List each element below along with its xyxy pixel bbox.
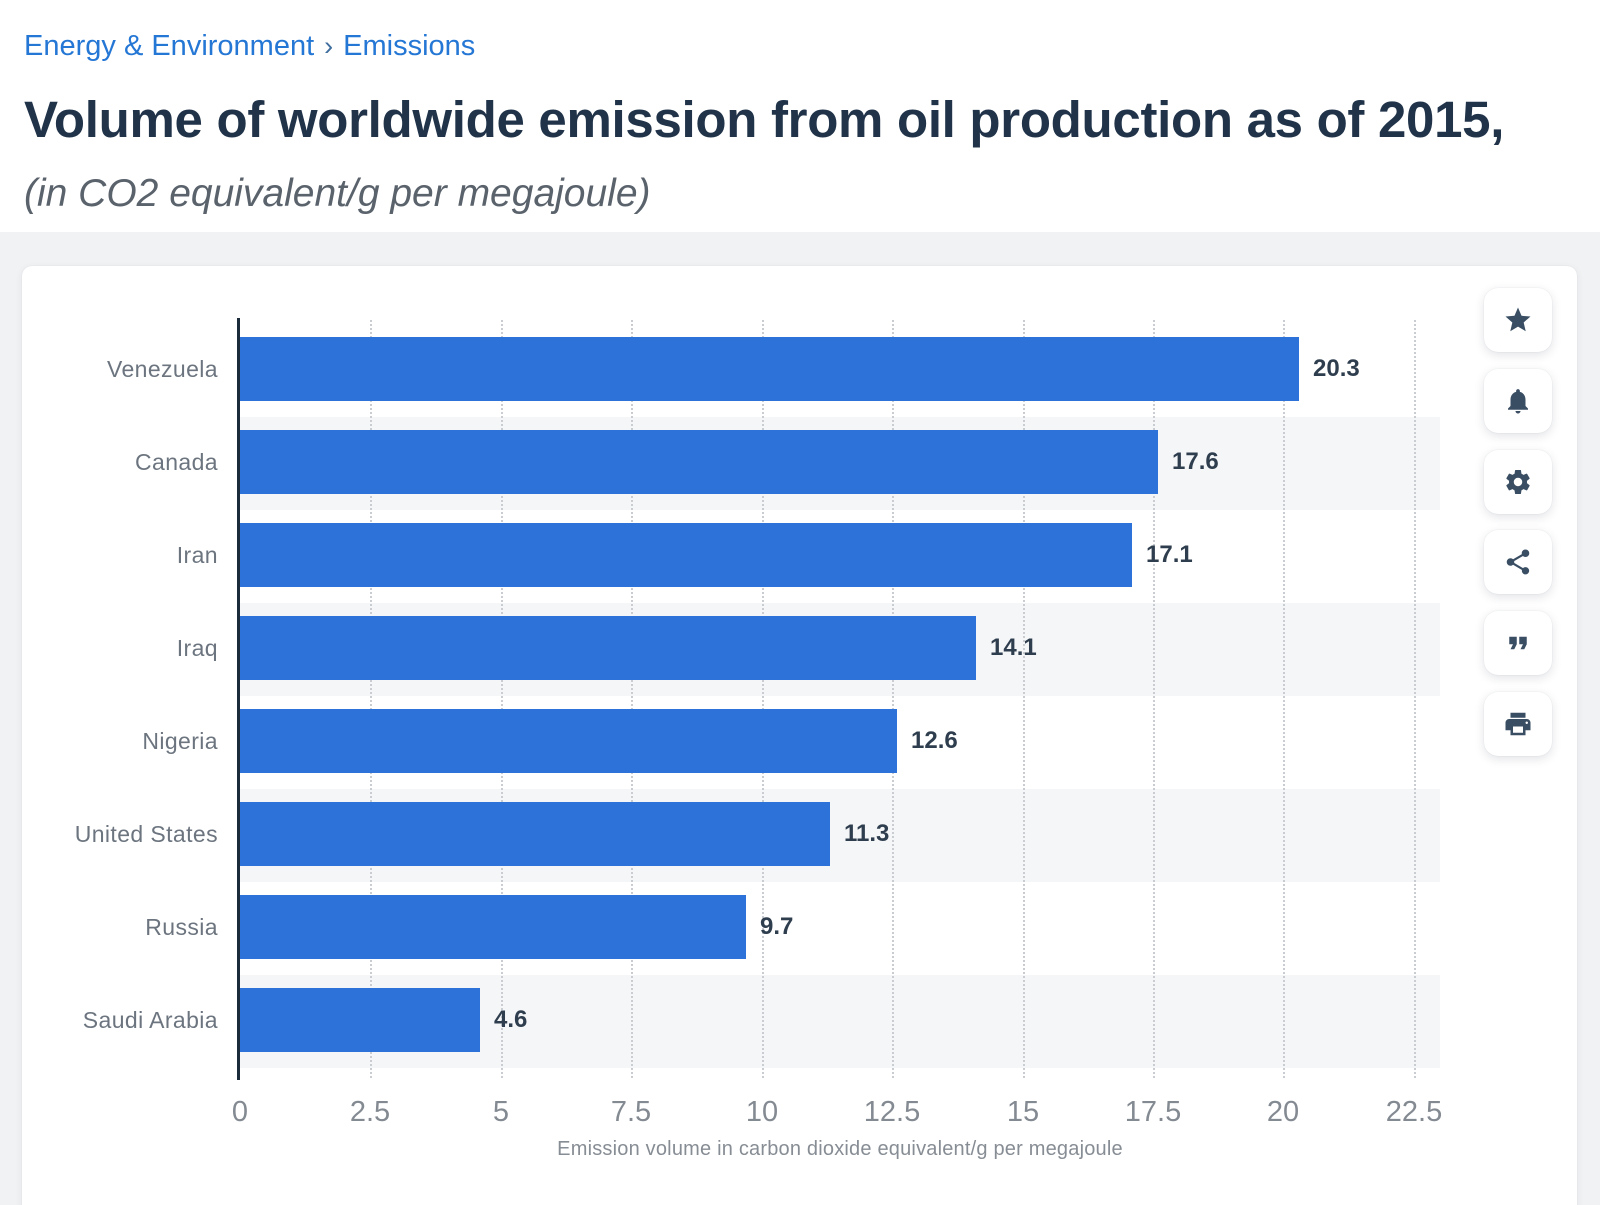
bell-icon bbox=[1508, 388, 1528, 414]
bar-value: 14.1 bbox=[990, 634, 1037, 661]
category-label: United States bbox=[74, 821, 218, 847]
bar-iraq bbox=[240, 616, 976, 680]
action-button-cite[interactable] bbox=[1484, 611, 1552, 676]
gridline bbox=[1414, 320, 1416, 1078]
action-button-settings[interactable] bbox=[1484, 449, 1552, 514]
x-tick-label: 12.5 bbox=[863, 1096, 921, 1128]
chart-section: Venezuela 20.3 Canada 17.6 Iran 17.1 Iraq 14.1 N… bbox=[0, 232, 1600, 1205]
gridline bbox=[1023, 320, 1025, 1078]
x-tick-label: 0 bbox=[231, 1096, 249, 1128]
gridline bbox=[370, 320, 372, 1078]
bar-value: 17.6 bbox=[1172, 448, 1219, 475]
page-title: Volume of worldwide emission from oil pr… bbox=[24, 91, 1505, 148]
bar-value: 4.6 bbox=[494, 1006, 528, 1033]
star-icon bbox=[1505, 307, 1531, 332]
bar-value: 12.6 bbox=[911, 727, 958, 754]
gridline bbox=[892, 320, 894, 1078]
x-tick-label: 5 bbox=[492, 1096, 510, 1128]
category-label: Iran bbox=[176, 542, 218, 568]
category-label: Nigeria bbox=[142, 728, 218, 754]
page-subtitle: (in CO2 equivalent/g per megajoule) bbox=[24, 172, 651, 215]
action-button-share[interactable] bbox=[1484, 530, 1552, 595]
bar-saudi-arabia bbox=[240, 988, 480, 1052]
x-tick-label: 22.5 bbox=[1385, 1096, 1443, 1128]
x-tick-label: 20 bbox=[1266, 1096, 1300, 1128]
action-button-alerts[interactable] bbox=[1484, 368, 1552, 433]
breadcrumb-separator: › bbox=[324, 31, 334, 61]
bar-venezuela bbox=[240, 337, 1299, 401]
gear-icon bbox=[1506, 469, 1530, 494]
gridline bbox=[631, 320, 633, 1078]
category-label: Saudi Arabia bbox=[82, 1007, 218, 1033]
gridline bbox=[1283, 320, 1285, 1078]
y-axis-line bbox=[237, 318, 240, 1080]
quote-icon bbox=[1509, 636, 1527, 650]
action-button-favorite[interactable] bbox=[1484, 288, 1552, 352]
category-label: Iraq bbox=[176, 635, 218, 661]
bar-value: 20.3 bbox=[1313, 355, 1360, 382]
category-label: Russia bbox=[145, 914, 218, 940]
gridline bbox=[501, 320, 503, 1078]
x-tick-label: 2.5 bbox=[349, 1096, 391, 1128]
bar-russia bbox=[240, 895, 746, 959]
bar-united-states bbox=[240, 802, 830, 866]
x-tick-label: 15 bbox=[1006, 1096, 1040, 1128]
bar-canada bbox=[240, 430, 1158, 494]
printer-icon bbox=[1505, 712, 1531, 736]
gridline bbox=[762, 320, 764, 1078]
bar-nigeria bbox=[240, 709, 897, 773]
category-label: Venezuela bbox=[106, 356, 218, 382]
breadcrumb-link-energy-environment[interactable]: Energy & Environment bbox=[24, 30, 315, 62]
gridline bbox=[1153, 320, 1155, 1078]
share-icon bbox=[1506, 549, 1530, 575]
x-tick-label: 10 bbox=[745, 1096, 779, 1128]
bar-value: 11.3 bbox=[844, 820, 890, 847]
bar-value: 9.7 bbox=[760, 913, 794, 940]
bar-iran bbox=[240, 523, 1132, 587]
category-label: Canada bbox=[135, 449, 218, 475]
breadcrumb: Energy & Environment › Emissions bbox=[24, 30, 475, 63]
action-button-print[interactable] bbox=[1484, 692, 1552, 756]
chart-card: Venezuela 20.3 Canada 17.6 Iran 17.1 Iraq 14.1 N… bbox=[22, 266, 1577, 1205]
x-axis-title: Emission volume in carbon dioxide equiva… bbox=[557, 1138, 1123, 1160]
bar-chart: Venezuela 20.3 Canada 17.6 Iran 17.1 Iraq 14.1 N… bbox=[22, 266, 1577, 1205]
x-tick-label: 7.5 bbox=[610, 1096, 652, 1128]
bar-value: 17.1 bbox=[1146, 541, 1193, 568]
x-tick-label: 17.5 bbox=[1124, 1096, 1182, 1128]
breadcrumb-link-emissions[interactable]: Emissions bbox=[343, 30, 476, 62]
